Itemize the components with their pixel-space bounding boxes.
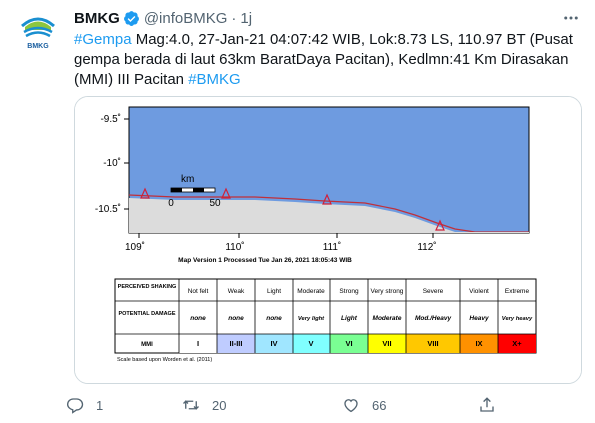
tweet-header: BMKG @infoBMKG · 1j: [74, 8, 581, 28]
lat-label: -10˚: [103, 157, 121, 169]
mmi-cell: IX: [475, 339, 482, 348]
mmi-legend-table: PERCEIVED SHAKING POTENTIAL DAMAGE MMI N…: [114, 278, 537, 363]
damage-cell: none: [190, 315, 206, 322]
mmi-cell: X+: [512, 339, 522, 348]
row-header-shaking: PERCEIVED SHAKING: [118, 284, 177, 290]
verified-badge-icon: [123, 10, 140, 27]
shaking-cell: Extreme: [505, 288, 530, 295]
station-triangle-icon: [221, 187, 231, 199]
station-triangle-icon: [435, 219, 445, 231]
share-icon: [480, 397, 494, 412]
lon-label: 109˚: [125, 241, 145, 253]
mmi-cell: VI: [345, 339, 352, 348]
tweet-text: #Gempa Mag:4.0, 27-Jan-21 04:07:42 WIB, …: [74, 30, 586, 90]
lon-label: 112˚: [417, 241, 436, 253]
row-header-damage: POTENTIAL DAMAGE: [118, 311, 175, 317]
scale-unit: km: [181, 174, 194, 185]
shaking-cell: Moderate: [297, 288, 325, 295]
retweet-icon: [183, 400, 199, 410]
damage-cell: Moderate: [373, 315, 402, 322]
like-count: 66: [372, 397, 387, 413]
damage-cell: Heavy: [469, 315, 489, 322]
avatar-logo-text: BMKG: [27, 43, 49, 50]
damage-cell: none: [228, 315, 244, 322]
mmi-cell: I: [197, 339, 199, 348]
scale-tick-label: 0: [168, 198, 174, 209]
station-triangle-icon: [322, 193, 332, 205]
damage-cell: Very light: [298, 316, 325, 322]
coastline: [128, 194, 529, 233]
share-button[interactable]: [478, 396, 496, 414]
tweet-media-image[interactable]: -9.5˚ -10˚ -10.5˚ 109˚ 110˚ 111˚ 112˚ km…: [74, 96, 582, 384]
reply-icon: [66, 398, 84, 414]
damage-cell: Very heavy: [502, 316, 533, 322]
mmi-cell: II-III: [230, 339, 243, 348]
author-handle[interactable]: @infoBMKG: [143, 9, 228, 27]
shakemap-figure: -9.5˚ -10˚ -10.5˚ 109˚ 110˚ 111˚ 112˚ km…: [75, 97, 581, 383]
lon-label: 111˚: [323, 241, 342, 253]
tweet-actions: 1 20 66: [66, 394, 506, 416]
mmi-cell: V: [308, 339, 313, 348]
hashtag-gempa[interactable]: #Gempa: [74, 31, 132, 48]
separator-dot: ·: [231, 9, 237, 27]
station-triangle-icon: [140, 187, 150, 199]
shaking-cell: Strong: [339, 288, 359, 295]
tweet-time[interactable]: 1j: [240, 9, 253, 27]
lat-label: -10.5˚: [95, 203, 121, 215]
more-options-icon[interactable]: [561, 8, 581, 28]
tweet-body: Mag:4.0, 27-Jan-21 04:07:42 WIB, Lok:8.7…: [74, 31, 573, 88]
shaking-cell: Very strong: [371, 288, 404, 295]
shaking-cell: Weak: [228, 288, 245, 295]
shaking-cell: Violent: [469, 288, 489, 295]
reply-count: 1: [96, 397, 104, 413]
lon-label: 110˚: [225, 241, 244, 253]
bmkg-logo-icon: BMKG: [15, 7, 61, 53]
map-caption: Map Version 1 Processed Tue Jan 26, 2021…: [178, 257, 352, 264]
retweet-button[interactable]: 20: [182, 396, 226, 414]
mmi-cell: VIII: [427, 339, 438, 348]
retweet-count: 20: [212, 397, 227, 413]
like-button[interactable]: 66: [342, 396, 386, 414]
mmi-cell: IV: [270, 339, 277, 348]
scale-footnote: Scale based upon Worden et al. (2011): [117, 357, 212, 363]
avatar[interactable]: BMKG: [14, 6, 62, 54]
mmi-cell: VII: [382, 339, 391, 348]
shaking-cell: Severe: [423, 288, 444, 295]
land-area: [129, 198, 529, 233]
shaking-cell: Light: [267, 288, 281, 295]
damage-cell: none: [266, 315, 282, 322]
author-name[interactable]: BMKG: [74, 9, 120, 27]
lat-label: -9.5˚: [100, 113, 121, 125]
reply-button[interactable]: 1: [66, 396, 103, 414]
shaking-cell: Not felt: [188, 288, 209, 295]
row-header-mmi: MMI: [141, 342, 153, 348]
hashtag-bmkg[interactable]: #BMKG: [188, 71, 241, 88]
heart-icon: [344, 399, 358, 413]
damage-cell: Light: [341, 315, 358, 322]
damage-cell: Mod./Heavy: [415, 315, 452, 322]
scale-tick-label: 50: [209, 198, 221, 209]
